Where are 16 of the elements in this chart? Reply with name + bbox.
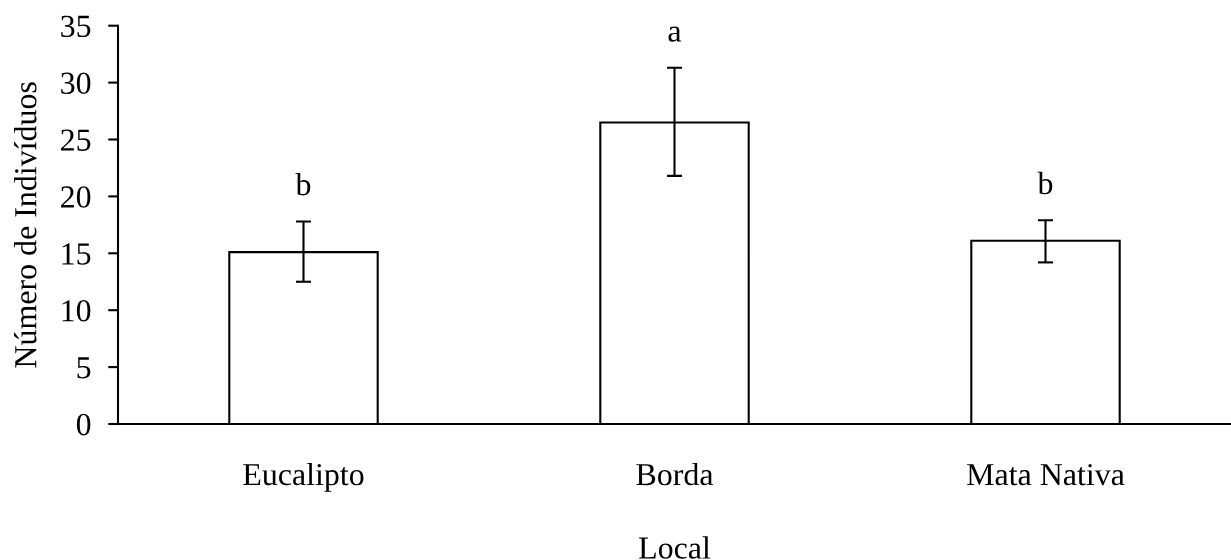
y-tick-label: 20	[61, 186, 91, 208]
y-tick-label: 10	[62, 300, 91, 322]
annotation: b	[1037, 171, 1053, 195]
x-tick-label: Borda	[636, 462, 714, 486]
y-tick-label: 35	[61, 15, 91, 38]
x-tick-label: Eucalipto	[243, 462, 364, 492]
y-tick-label: 25	[61, 129, 91, 151]
y-tick-label: 0	[76, 413, 91, 436]
annotation: a	[668, 26, 682, 42]
y-axis-title: Número de Indivíduos	[13, 82, 37, 368]
y-tick-label: 5	[77, 357, 91, 379]
x-tick-label: Mata Nativa	[967, 463, 1125, 486]
x-axis-title: Local	[639, 536, 711, 559]
annotation: b	[295, 172, 311, 196]
y-tick-label: 15	[62, 243, 91, 265]
y-tick-label: 30	[61, 72, 91, 94]
